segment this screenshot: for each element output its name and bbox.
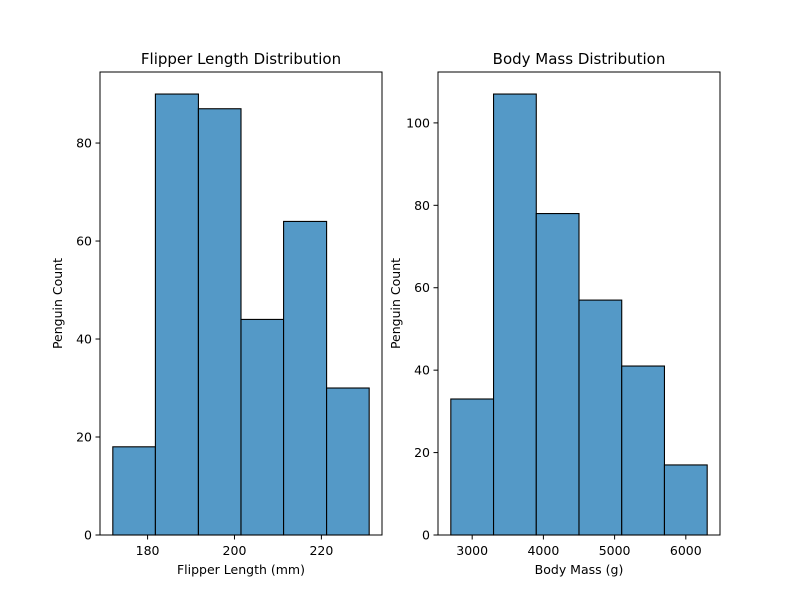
y-axis-label: Penguin Count	[388, 258, 403, 349]
histogram-bar	[197, 108, 242, 536]
histogram-bar	[326, 387, 370, 536]
x-axis-label: Flipper Length (mm)	[177, 562, 305, 577]
histogram-bar	[112, 446, 156, 536]
y-axis-label: Penguin Count	[50, 258, 65, 349]
plot-frame	[437, 71, 721, 536]
histogram-bar	[663, 464, 708, 536]
y-tick-label: 80	[414, 198, 430, 213]
x-tick-label: 220	[309, 543, 333, 558]
x-tick-label: 4000	[527, 543, 559, 558]
histogram-bar	[283, 220, 328, 536]
x-tick-label: 180	[136, 543, 160, 558]
histogram-bar	[492, 93, 537, 536]
x-tick-label: 3000	[456, 543, 488, 558]
chart-title: Body Mass Distribution	[493, 50, 666, 68]
y-tick-label: 100	[406, 115, 430, 130]
flipper-length-histogram: 180 200 220 0 20 40 60 80 Flipper Length Distrib…	[50, 50, 383, 577]
y-tick-label: 60	[76, 234, 92, 249]
x-tick-label: 5000	[599, 543, 631, 558]
histogram-bar	[535, 213, 580, 536]
histogram-bar	[240, 318, 285, 536]
y-tick-label: 40	[414, 363, 430, 378]
x-tick-label: 6000	[670, 543, 702, 558]
chart-title: Flipper Length Distribution	[141, 50, 341, 68]
y-tick-label: 0	[422, 528, 430, 543]
y-tick-label: 80	[76, 136, 92, 151]
x-tick-label: 200	[223, 543, 247, 558]
body-mass-histogram: 3000 4000 5000 6000 0 20 40 60 80 100 Body Mass Di…	[388, 50, 721, 577]
y-tick-label: 20	[414, 445, 430, 460]
y-tick-label: 0	[84, 528, 92, 543]
plot-frame	[99, 71, 383, 536]
y-tick-label: 60	[414, 280, 430, 295]
y-tick-label: 20	[76, 430, 92, 445]
histogram-bar	[450, 398, 495, 536]
y-tick-label: 40	[76, 332, 92, 347]
x-axis-label: Body Mass (g)	[535, 562, 624, 577]
histogram-bar	[154, 93, 199, 536]
histogram-bar	[578, 299, 623, 536]
histogram-bar	[621, 365, 666, 536]
